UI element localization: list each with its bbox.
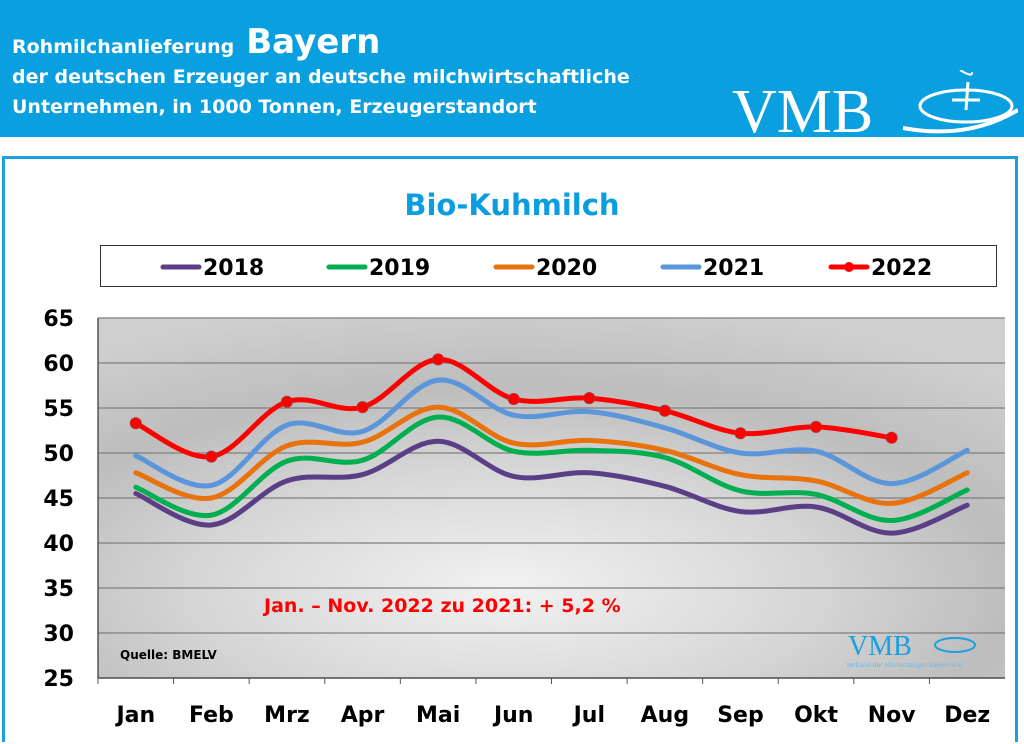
- series-line-2021: [133, 377, 970, 489]
- y-tick-label: 40: [43, 532, 74, 557]
- data-point-2022: [205, 450, 218, 463]
- legend-item-2018: 2018: [160, 256, 264, 281]
- legend-item-2020: 2020: [493, 256, 597, 281]
- data-point-2022: [734, 427, 747, 440]
- footer-logo-tagline: Verband der Milcherzeuger Bayern e.V.: [846, 662, 963, 669]
- title-prefix: Rohmilchanlieferung: [12, 36, 235, 58]
- legend-entries: 2018 2019 2020 2021 2022: [160, 256, 932, 281]
- y-tick-label: 55: [43, 397, 74, 422]
- x-tick-label: Dez: [944, 703, 990, 728]
- data-point-2022: [432, 353, 445, 366]
- y-tick-label: 30: [43, 622, 74, 647]
- data-point-2022: [356, 401, 369, 414]
- header-banner: Rohmilchanlieferung Bayern der deutschen …: [0, 0, 1024, 138]
- legend-label: 2019: [369, 256, 430, 281]
- legend-item-2021: 2021: [660, 256, 764, 281]
- series-line-2018: [133, 438, 970, 536]
- title-region: Bayern: [246, 22, 381, 62]
- x-tick-label: Jul: [572, 703, 605, 728]
- x-tick-label: Sep: [717, 703, 764, 728]
- y-tick-label: 60: [43, 352, 74, 377]
- legend-label: 2018: [203, 256, 264, 281]
- data-point-2022: [810, 420, 823, 433]
- vmb-logo: VMB: [732, 70, 1018, 138]
- x-tick-label: Aug: [641, 703, 689, 728]
- legend-label: 2021: [703, 256, 764, 281]
- logo-text: VMB: [732, 78, 873, 138]
- legend-label: 2022: [871, 256, 932, 281]
- x-tick-label: Nov: [868, 703, 917, 728]
- footer-vmb-logo: VMB Verband der Milcherzeuger Bayern e.V…: [846, 631, 976, 669]
- chart-frame: [2, 156, 1018, 742]
- data-point-2022: [129, 417, 142, 430]
- x-tick-label: Jan: [114, 703, 155, 728]
- legend-item-2022: 2022: [828, 256, 932, 281]
- legend-item-2019: 2019: [326, 256, 430, 281]
- annotation: Jan. – Nov. 2022 zu 2021: + 5,2 %: [262, 595, 621, 617]
- x-tick-label: Feb: [189, 703, 234, 728]
- data-point-2022: [507, 393, 520, 405]
- x-tick-label: Jun: [492, 703, 534, 728]
- x-tick-label: Mrz: [264, 703, 310, 728]
- legend-marker: [844, 262, 854, 272]
- legend: 2018 2019 2020 2021 2022: [100, 245, 997, 287]
- legend-label: 2020: [536, 256, 597, 281]
- y-tick-label: 35: [43, 577, 74, 602]
- x-tick-label: Mai: [416, 703, 460, 728]
- y-tick-label: 65: [43, 307, 74, 332]
- x-tick-label: Apr: [341, 703, 385, 728]
- x-tick-label: Okt: [794, 703, 838, 728]
- series-line-2019: [133, 414, 970, 524]
- header-subtitle-1: der deutschen Erzeuger an deutsche milch…: [12, 66, 630, 88]
- series-line-2022: [133, 356, 895, 460]
- footer-logo-text: VMB: [848, 631, 912, 662]
- y-tick-label: 25: [43, 667, 74, 692]
- header-subtitle-2: Unternehmen, in 1000 Tonnen, Erzeugersta…: [12, 96, 537, 118]
- header-title: Rohmilchanlieferung Bayern: [12, 22, 380, 62]
- y-tick-label: 50: [43, 442, 74, 467]
- data-point-2022: [658, 404, 671, 417]
- y-tick-label: 45: [43, 487, 74, 512]
- series-line-2020: [133, 404, 970, 506]
- data-point-2022: [280, 395, 293, 408]
- data-point-2022: [583, 392, 596, 405]
- data-point-2022: [885, 431, 898, 444]
- chart-title: Bio-Kuhmilch: [404, 188, 620, 222]
- source-label: Quelle: BMELV: [120, 648, 218, 662]
